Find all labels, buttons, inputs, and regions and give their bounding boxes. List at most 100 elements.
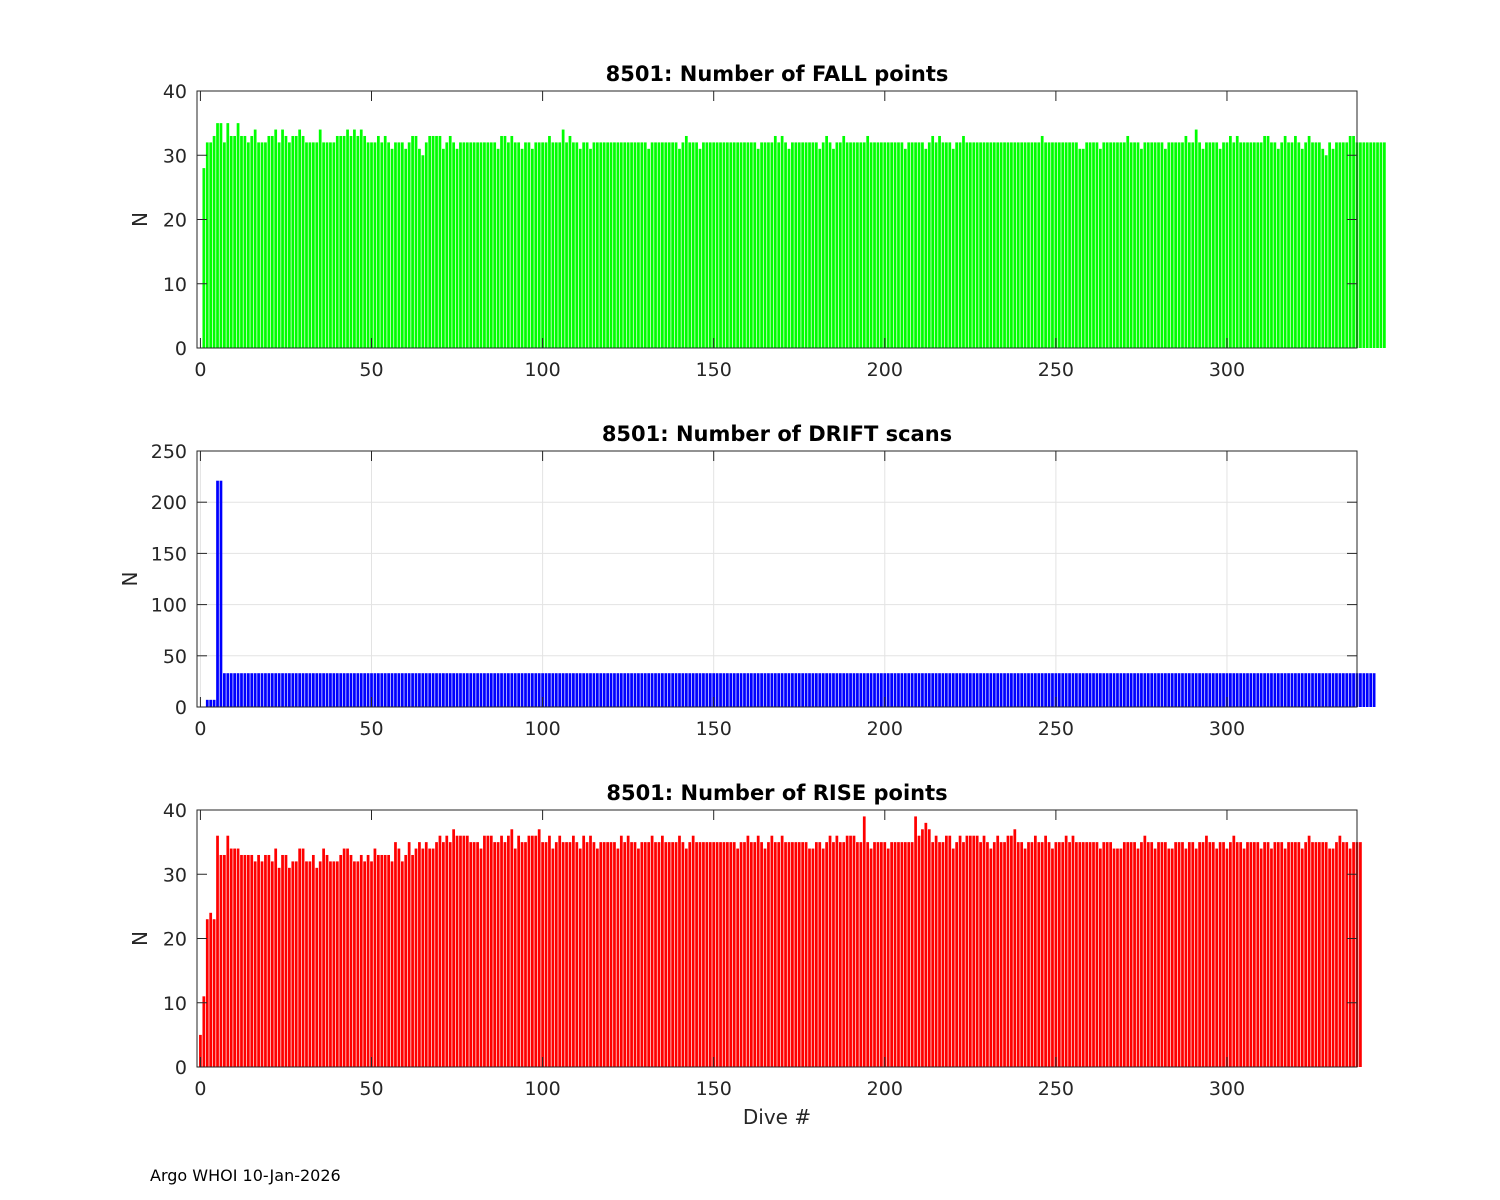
drift-bar bbox=[955, 673, 959, 707]
drift-bar bbox=[715, 673, 719, 707]
drift-bar bbox=[315, 673, 319, 707]
rise-bar bbox=[363, 861, 367, 1067]
fall-bar bbox=[209, 142, 213, 348]
drift-bar bbox=[489, 673, 493, 707]
rise-bar bbox=[568, 842, 572, 1068]
fall-bar bbox=[1051, 142, 1054, 348]
drift-bar bbox=[996, 673, 1000, 707]
rise-bar bbox=[332, 861, 336, 1067]
rise-bar bbox=[1040, 842, 1044, 1068]
fall-bar bbox=[318, 129, 322, 348]
rise-bar bbox=[1239, 842, 1243, 1068]
rise-bar bbox=[284, 854, 288, 1067]
drift-bar bbox=[1273, 673, 1277, 707]
fall-bar bbox=[404, 148, 408, 348]
fall-bar bbox=[1140, 148, 1143, 348]
rise-bar bbox=[1054, 842, 1058, 1068]
rise-bar bbox=[661, 835, 664, 1067]
drift-bar bbox=[811, 673, 815, 707]
drift-bar bbox=[599, 673, 603, 707]
fall-bar bbox=[814, 142, 818, 348]
rise-bar bbox=[691, 835, 695, 1067]
fall-bar bbox=[465, 142, 469, 348]
fall-bar bbox=[1307, 135, 1311, 348]
fall-bar bbox=[1064, 142, 1068, 348]
drift-bar bbox=[226, 673, 230, 707]
rise-bar bbox=[1092, 842, 1095, 1068]
fall-bar bbox=[291, 135, 295, 348]
fall-bar bbox=[777, 142, 781, 348]
drift-bar bbox=[1102, 673, 1106, 707]
rise-bar bbox=[1075, 842, 1078, 1068]
drift-bar bbox=[1020, 673, 1024, 707]
rise-bar bbox=[777, 842, 781, 1068]
fall-y-tick-label: 10 bbox=[163, 274, 187, 296]
drift-bar bbox=[592, 673, 596, 707]
fall-bar bbox=[893, 142, 897, 348]
drift-bar bbox=[288, 673, 291, 707]
fall-bar bbox=[1013, 142, 1017, 348]
drift-bar bbox=[1061, 673, 1065, 707]
rise-bar bbox=[253, 861, 257, 1067]
rise-bar bbox=[801, 842, 805, 1068]
fall-bar bbox=[856, 142, 859, 348]
rise-bar bbox=[476, 842, 479, 1068]
fall-bar bbox=[989, 142, 993, 348]
drift-bar bbox=[1256, 673, 1260, 707]
rise-bar bbox=[277, 867, 281, 1067]
fall-bar bbox=[288, 142, 291, 348]
rise-bar bbox=[739, 842, 743, 1068]
rise-bar bbox=[1126, 842, 1130, 1068]
rise-bar bbox=[404, 854, 408, 1067]
fall-bar bbox=[729, 142, 733, 348]
drift-bar bbox=[804, 673, 808, 707]
rise-bar bbox=[753, 842, 757, 1068]
fall-bar bbox=[924, 148, 928, 348]
fall-bar bbox=[335, 135, 339, 348]
drift-bar bbox=[1362, 673, 1366, 707]
drift-bar bbox=[585, 673, 589, 707]
rise-bar bbox=[643, 842, 647, 1068]
rise-bar bbox=[370, 861, 373, 1067]
drift-bar bbox=[876, 673, 880, 707]
rise-bar bbox=[1037, 842, 1041, 1068]
drift-bar bbox=[1249, 673, 1253, 707]
drift-bar bbox=[999, 673, 1003, 707]
fall-x-tick-label: 100 bbox=[524, 359, 560, 381]
drift-bar bbox=[667, 673, 671, 707]
rise-bar bbox=[763, 848, 767, 1067]
rise-bar bbox=[856, 842, 859, 1068]
drift-bar bbox=[1317, 673, 1321, 707]
rise-bar bbox=[1205, 835, 1208, 1067]
fall-bar bbox=[479, 142, 483, 348]
drift-bar bbox=[1359, 673, 1362, 707]
drift-bar bbox=[404, 673, 408, 707]
fall-bar bbox=[1146, 142, 1150, 348]
drift-bar bbox=[794, 673, 798, 707]
drift-bar bbox=[1081, 673, 1085, 707]
rise-bar bbox=[1078, 842, 1082, 1068]
rise-bar bbox=[483, 835, 486, 1067]
rise-bar bbox=[702, 842, 705, 1068]
drift-bar bbox=[1187, 673, 1191, 707]
fall-bar bbox=[633, 142, 637, 348]
drift-bar bbox=[1215, 673, 1219, 707]
drift-bar bbox=[753, 673, 757, 707]
drift-bar bbox=[342, 673, 346, 707]
rise-bar bbox=[1314, 842, 1318, 1068]
rise-bar bbox=[442, 842, 445, 1068]
rise-bar bbox=[746, 835, 750, 1067]
drift-bar bbox=[216, 480, 219, 707]
drift-bar bbox=[1006, 673, 1010, 707]
fall-bar bbox=[647, 148, 651, 348]
fall-bar bbox=[1088, 142, 1092, 348]
drift-bar bbox=[1276, 673, 1280, 707]
drift-bar bbox=[1088, 673, 1092, 707]
rise-bar bbox=[921, 829, 924, 1067]
rise-bar bbox=[359, 854, 363, 1067]
drift-bar bbox=[1136, 673, 1140, 707]
rise-points-panel: 0 50 100 150 200 250 300 0 10 20 30 40 8501: Number … bbox=[128, 781, 1362, 1129]
drift-bar bbox=[914, 673, 917, 707]
fall-bar bbox=[1198, 142, 1201, 348]
fall-bar bbox=[726, 142, 729, 348]
